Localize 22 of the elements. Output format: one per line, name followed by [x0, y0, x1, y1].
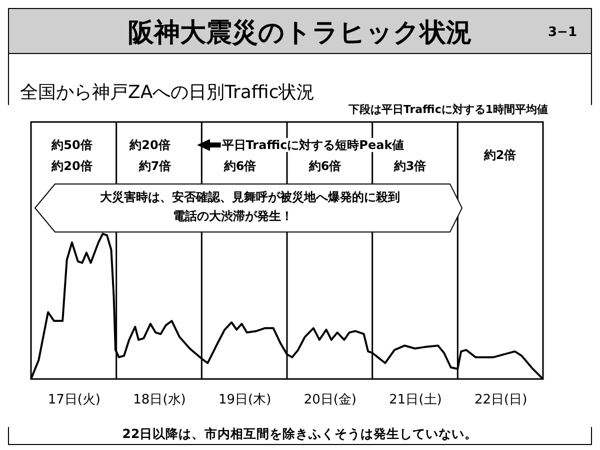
- text: 約50倍: [50, 138, 94, 152]
- text: 約20倍: [50, 159, 94, 173]
- x-tick-label: 20日(金): [304, 392, 357, 408]
- text: 約6倍: [308, 159, 342, 173]
- text: 下段は平日Trafficに対する1時間平均値: [348, 102, 548, 117]
- text: 22日以降は、市内相互間を除きふくそうは発生していない。: [121, 426, 479, 443]
- text: 約2倍: [482, 148, 518, 162]
- text: 大災害時は、安否確認、見舞呼が被災地へ爆発的に殺到: [99, 190, 401, 204]
- x-tick-label: 21日(土): [389, 392, 442, 408]
- text: 約6倍: [222, 159, 258, 173]
- chart-subtitle: 全国から神戸ZAへの日別Traffic状況: [20, 81, 315, 104]
- text: 3−1: [548, 25, 577, 40]
- text: 電話の大渋滞が発生！: [172, 209, 294, 223]
- text: 平日Trafficに対する短時Peak値: [220, 138, 406, 152]
- text: 約20倍: [128, 138, 172, 152]
- chart-title: 阪神大震災のトラヒック状況: [128, 18, 472, 48]
- text: 約3倍: [392, 159, 428, 173]
- x-tick-label: 19日(木): [218, 392, 272, 408]
- x-tick-label: 17日(火): [48, 392, 101, 408]
- text: 約7倍: [138, 159, 172, 173]
- x-tick-label: 18日(水): [133, 392, 186, 408]
- x-tick-label: 22日(日): [474, 392, 528, 408]
